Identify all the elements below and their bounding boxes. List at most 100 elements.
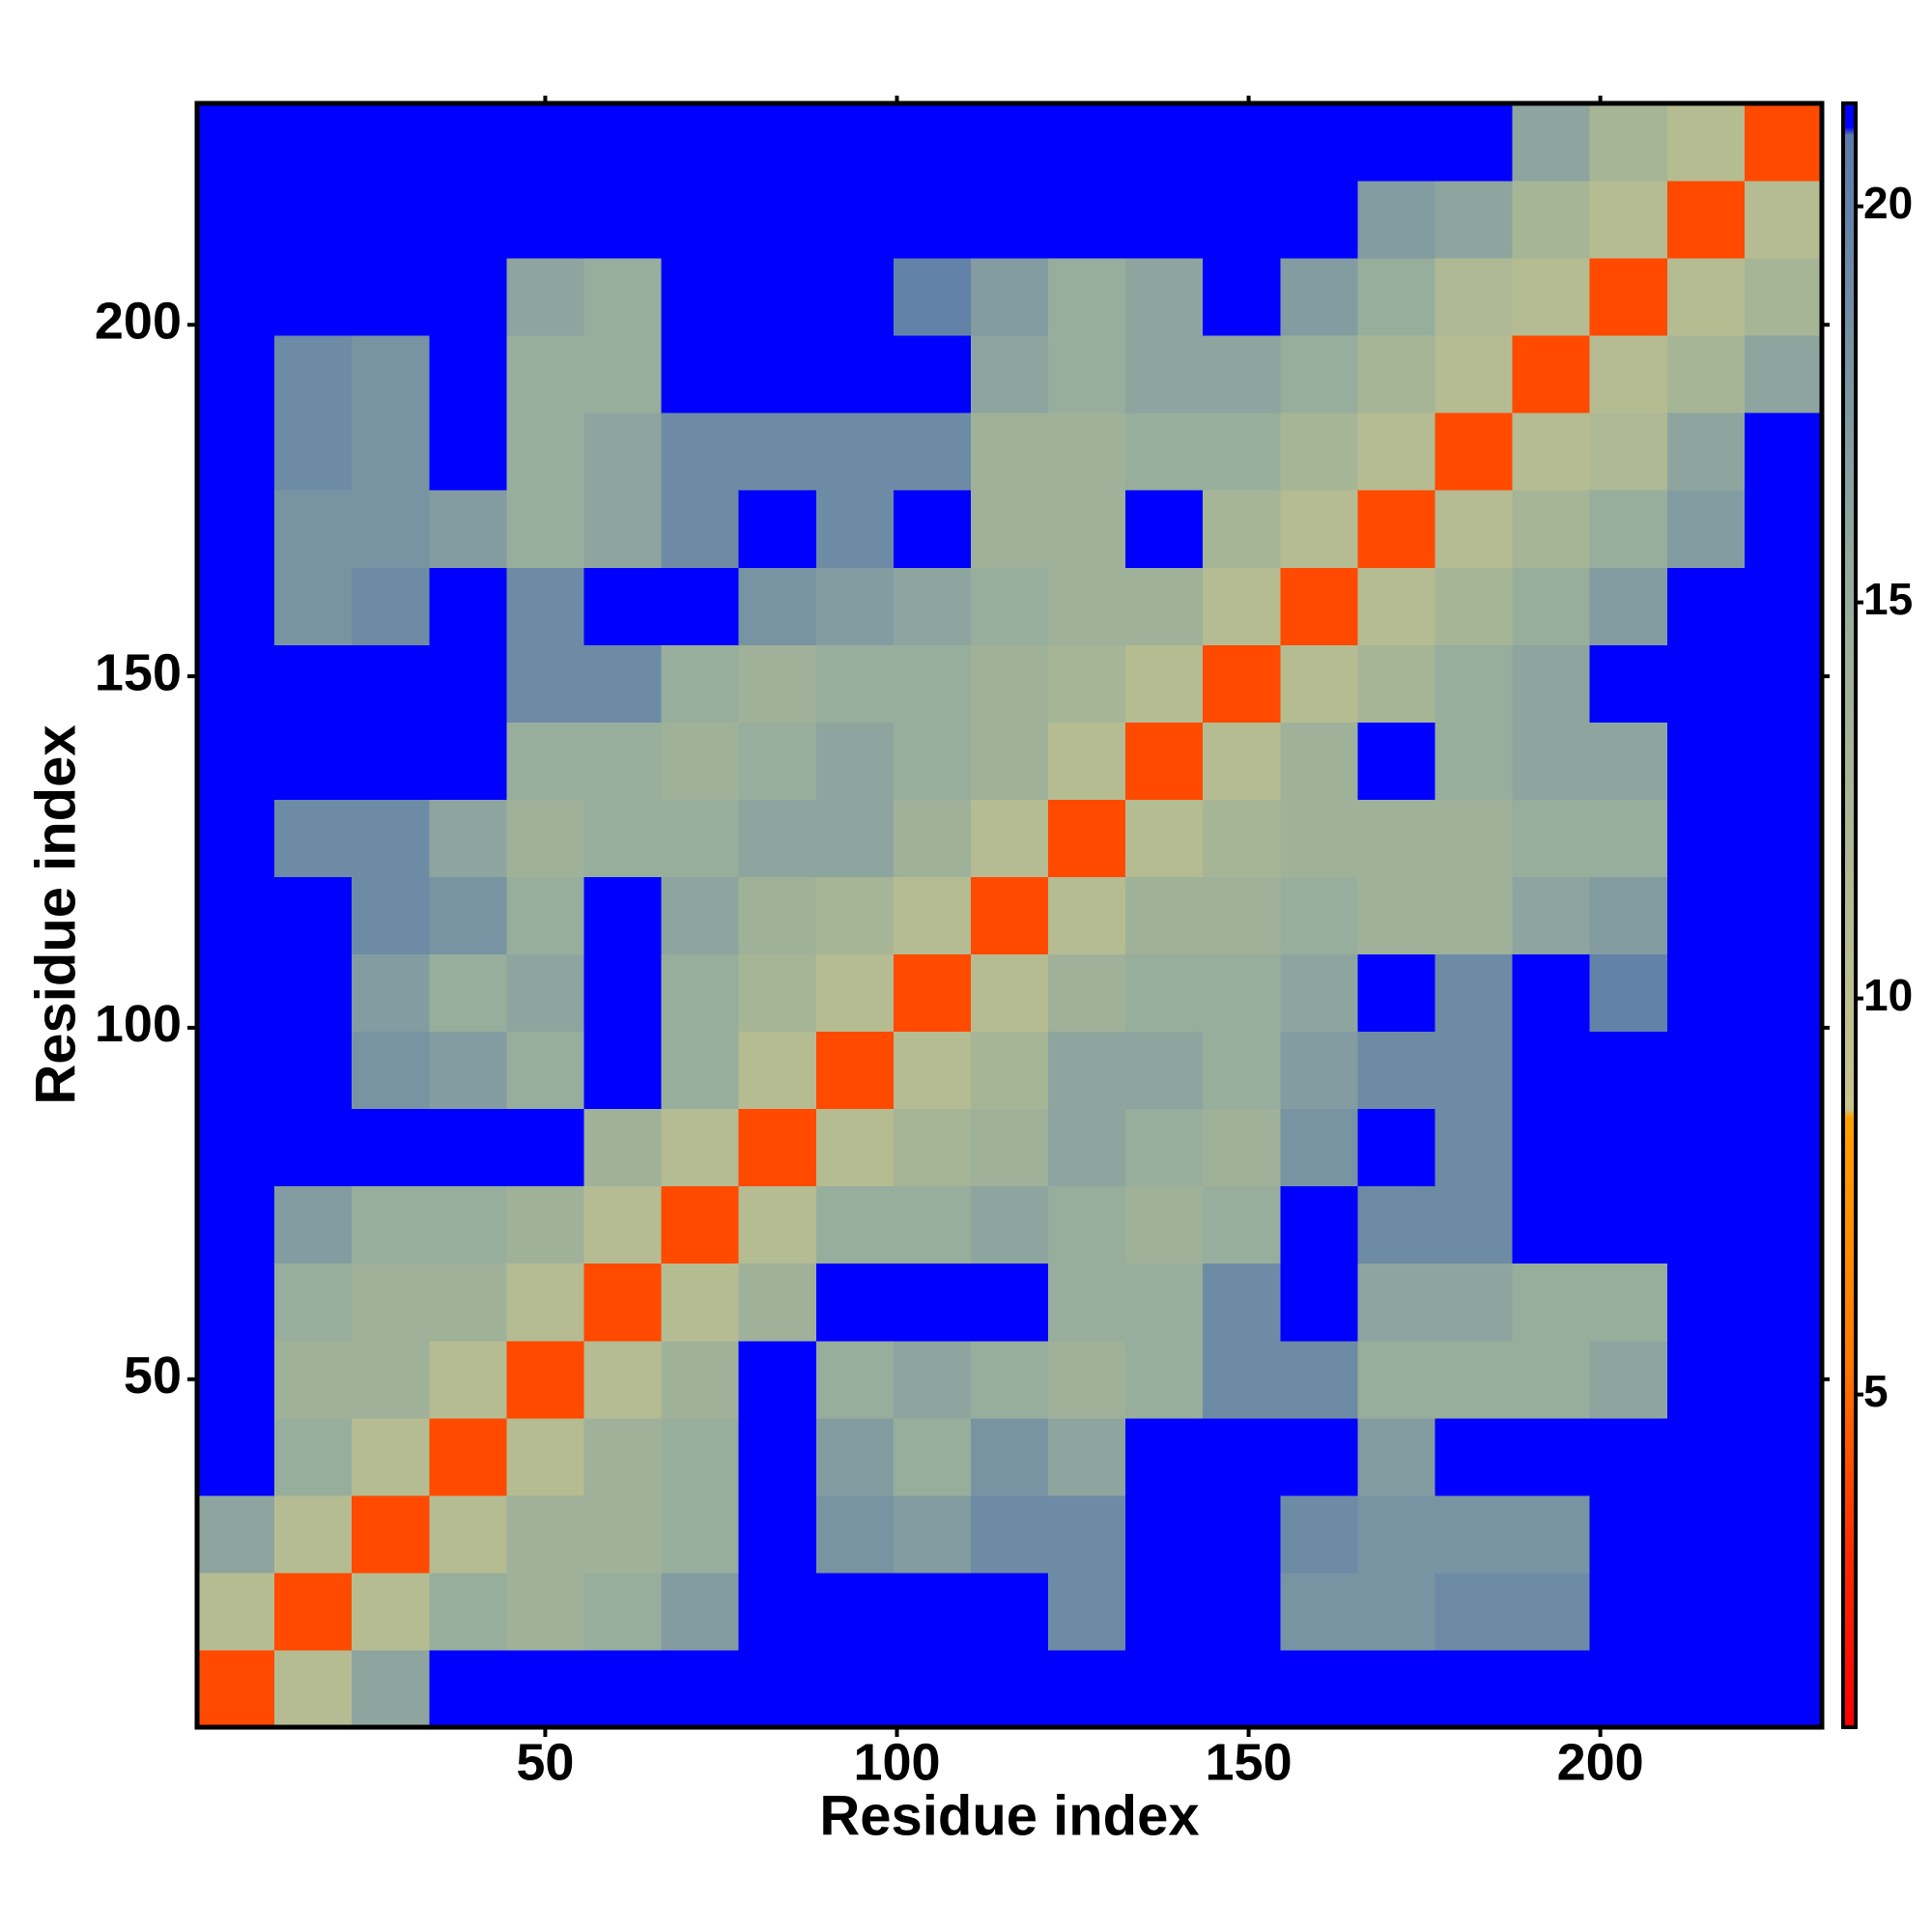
heatmap-cell [583,181,663,259]
heatmap-cell [970,181,1049,259]
y-tick-label: 50 [124,1347,182,1405]
heatmap-cell [352,953,430,1033]
heatmap-cell [1125,258,1204,336]
heatmap-cell [970,644,1049,723]
heatmap-cell [1125,335,1204,413]
heatmap-cell [506,567,584,645]
heatmap-cell [429,1263,507,1342]
heatmap-cell [738,1108,817,1187]
heatmap-cell [1048,1649,1126,1728]
heatmap-cell [197,1494,275,1574]
heatmap-cell [1203,1185,1281,1264]
heatmap-cell [1048,644,1126,723]
heatmap-cell [893,1340,972,1419]
heatmap-cell [1512,1031,1591,1110]
heatmap-cell [738,953,817,1033]
heatmap-cell [274,722,353,800]
heatmap-cell [661,1031,740,1110]
heatmap-cell [1666,1417,1746,1496]
heatmap-cell [1744,103,1823,182]
heatmap-cell [1512,1649,1591,1728]
heatmap-cell [970,1263,1049,1342]
heatmap-cell [970,1340,1049,1419]
heatmap-cell [352,567,430,645]
heatmap-cell [197,1031,275,1110]
heatmap-cell [197,1417,275,1496]
heatmap-cell [352,1031,430,1110]
heatmap-cell [661,1649,740,1728]
heatmap-cell [738,258,817,336]
y-tick-label: 100 [95,995,182,1053]
heatmap-cell [1357,1340,1436,1419]
heatmap-cell [815,258,895,336]
heatmap-cell [274,258,353,336]
heatmap-cell [274,1340,353,1419]
heatmap-cell [738,1340,817,1419]
heatmap-cell [1357,1572,1436,1651]
heatmap-cell [1048,953,1126,1033]
heatmap-cell [738,1185,817,1264]
heatmap-cell [1435,876,1514,955]
heatmap-cell [1666,412,1746,491]
heatmap-cell [1203,103,1281,182]
heatmap-cell [815,1031,895,1110]
heatmap-cell [815,103,895,182]
heatmap-cell [1744,412,1823,491]
heatmap-cell [661,1572,740,1651]
heatmap-cell [583,1263,663,1342]
colorbar-tick-label: 5 [1863,1366,1889,1416]
heatmap-cell [1203,1572,1281,1651]
heatmap-cell [583,1185,663,1264]
heatmap-cell [583,1572,663,1651]
heatmap-cell [970,1031,1049,1110]
heatmap-cell [815,1185,895,1264]
heatmap-cell [661,1417,740,1496]
heatmap-cell [429,876,507,955]
heatmap-cell [1048,1340,1126,1419]
heatmap-cell [197,799,275,877]
heatmap-cell [815,953,895,1033]
x-tick-label: 150 [1206,1733,1293,1791]
heatmap-cell [429,1185,507,1264]
heatmap-cell [1357,644,1436,723]
heatmap-cell [429,567,507,645]
heatmap-cell [815,644,895,723]
heatmap-cell [1203,1649,1281,1728]
heatmap-cell [1357,490,1436,568]
heatmap-cell [1125,1263,1204,1342]
heatmap-cell [1357,1494,1436,1574]
heatmap-cell [893,1031,972,1110]
heatmap-cell [506,181,584,259]
heatmap-cell [274,567,353,645]
heatmap-cell [197,1572,275,1651]
heatmap-cell [274,1185,353,1264]
heatmap-cell [1512,1108,1591,1187]
heatmap-cell [197,258,275,336]
heatmap-cell [1280,181,1358,259]
heatmap-cell [738,335,817,413]
heatmap-cell [1589,1340,1668,1419]
heatmap-cell [1203,181,1281,259]
heatmap-cell [1203,335,1281,413]
heatmap-cell [1125,876,1204,955]
heatmap-cell [274,1572,353,1651]
heatmap-cell [1666,644,1746,723]
heatmap-cell [970,953,1049,1033]
heatmap-cell [1280,722,1358,800]
heatmap-cell [815,876,895,955]
heatmap-cell [1744,567,1823,645]
heatmap-cell [1280,258,1358,336]
heatmap-cell [506,335,584,413]
heatmap-cell [970,722,1049,800]
heatmap-cell [1048,1108,1126,1187]
heatmap-cell [970,412,1049,491]
heatmap-cell [429,953,507,1033]
heatmap-cell [970,103,1049,182]
heatmap-cell [1744,490,1823,568]
heatmap-cell [197,490,275,568]
heatmap-cell [352,1649,430,1728]
heatmap-cell [1357,567,1436,645]
heatmap-cell [1666,1185,1746,1264]
heatmap-cell [1512,103,1591,182]
colorbar-tick-label: 20 [1863,178,1913,228]
